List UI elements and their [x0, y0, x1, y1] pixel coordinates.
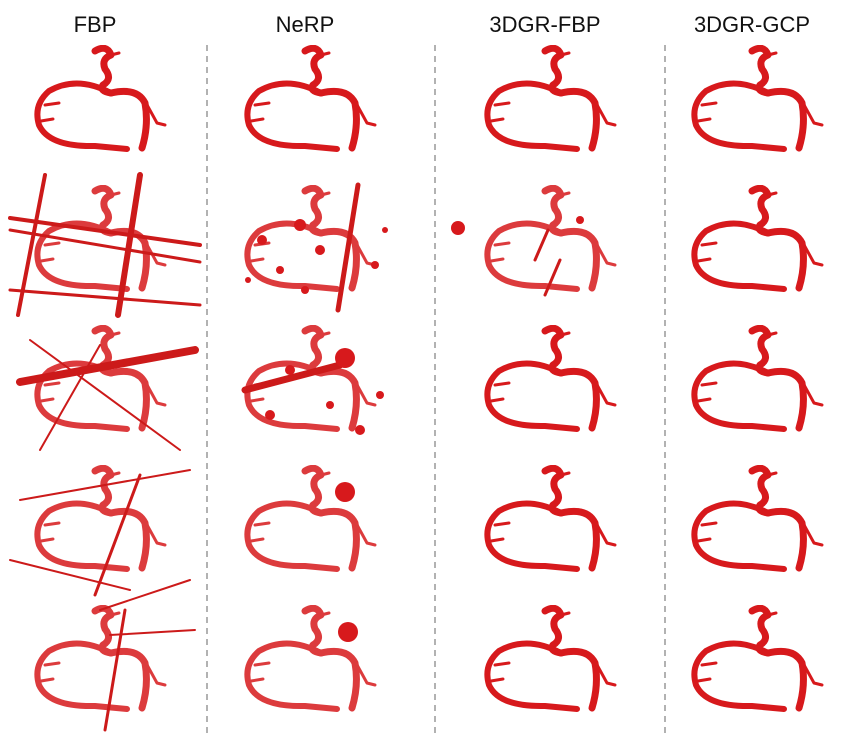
- vessel-render: [694, 188, 822, 289]
- vessel-render: [694, 608, 822, 709]
- vessel-render: [37, 468, 165, 569]
- vessel-render: [694, 328, 822, 429]
- column-header: FBP: [74, 12, 117, 37]
- vessel-render: [247, 608, 375, 709]
- vessel-render: [247, 468, 375, 569]
- fbp-streak-artifacts: [8, 172, 202, 732]
- nerp-noise-artifacts: [241, 182, 388, 642]
- vessel-render: [37, 608, 165, 709]
- column-headers: FBP NeRP 3DGR-FBP 3DGR-GCP: [74, 12, 810, 37]
- column-header: 3DGR-FBP: [489, 12, 600, 37]
- vessel-render: [694, 468, 822, 569]
- column-header: 3DGR-GCP: [694, 12, 810, 37]
- 3dgr-fbp-artifacts: [451, 216, 584, 297]
- vessel-render: [694, 48, 822, 149]
- column-header: NeRP: [276, 12, 335, 37]
- vessel-render: [487, 608, 615, 709]
- vessel-render: [487, 48, 615, 149]
- vessel-render: [487, 468, 615, 569]
- vessel-render: [487, 188, 615, 289]
- vessel-render: [37, 48, 165, 149]
- vessel-render: [487, 328, 615, 429]
- vessel-render: [247, 48, 375, 149]
- renders: [37, 48, 822, 709]
